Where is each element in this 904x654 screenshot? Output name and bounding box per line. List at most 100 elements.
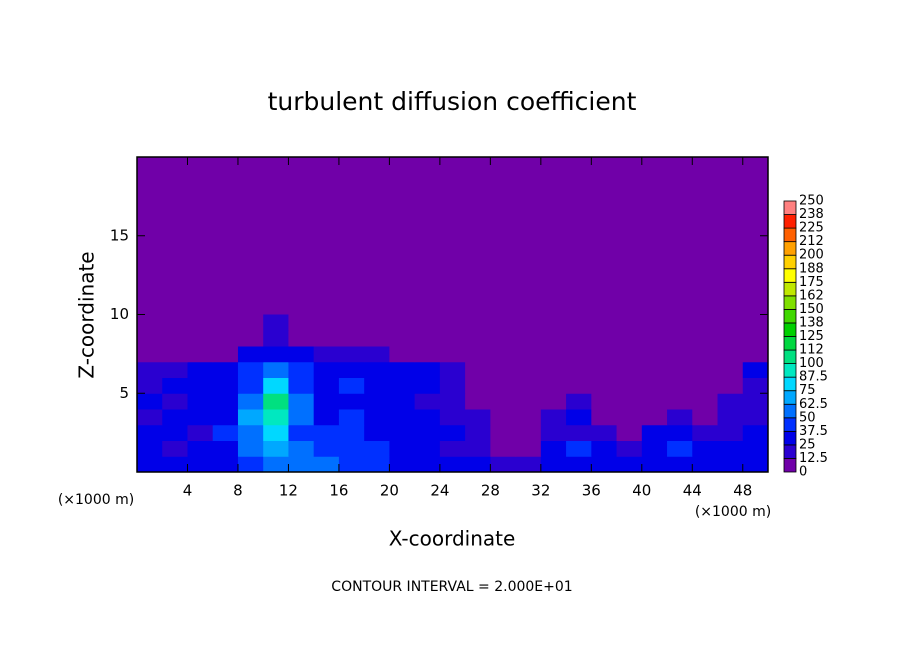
heatmap-cell [667, 424, 693, 441]
heatmap-cell [616, 456, 643, 473]
heatmap-cell [566, 393, 592, 410]
colorbar-segment [783, 308, 797, 324]
heatmap-cell [364, 440, 390, 457]
heatmap-cell [338, 456, 365, 473]
chart-title: turbulent diffusion coefficient [268, 87, 637, 116]
heatmap-cell [439, 346, 466, 363]
heatmap-cell [439, 424, 466, 441]
heatmap-cell [540, 440, 567, 457]
heatmap-cell [414, 456, 441, 473]
heatmap-cell [137, 314, 163, 331]
heatmap-cell [616, 377, 643, 394]
colorbar-label: 138 [799, 315, 824, 330]
heatmap-cell [414, 314, 441, 331]
x-tick-label: 8 [233, 482, 243, 500]
heatmap-cell [465, 424, 491, 441]
heatmap-cell [591, 314, 618, 331]
colorbar-segment [783, 336, 797, 351]
heatmap-cell [591, 377, 618, 394]
heatmap-cell [591, 346, 618, 363]
x-unit-label: (×1000 m) [58, 492, 134, 508]
heatmap-cell [263, 314, 289, 331]
heatmap-cell [237, 361, 264, 378]
heatmap-cell [490, 361, 517, 378]
heatmap-cell [742, 330, 769, 347]
heatmap-cell [616, 440, 643, 457]
heatmap-cell [742, 393, 769, 410]
heatmap-cell [263, 346, 289, 363]
heatmap-cell [515, 409, 542, 426]
heatmap-cell [742, 409, 769, 426]
heatmap-cell [137, 361, 163, 378]
heatmap-cell [237, 346, 264, 363]
footer-note: CONTOUR INTERVAL = 2.000E+01 [331, 579, 572, 595]
heatmap-cell [717, 346, 744, 363]
heatmap-cell [389, 377, 416, 394]
colorbar-label: 188 [799, 261, 824, 276]
heatmap-cell [263, 361, 289, 378]
heatmap-cell [364, 393, 390, 410]
heatmap-cell [187, 330, 214, 347]
heatmap-cell [187, 393, 214, 410]
colorbar-label: 50 [799, 410, 816, 425]
heatmap-cell [187, 424, 214, 441]
heatmap-cell [742, 377, 769, 394]
colorbar-segment [783, 281, 797, 297]
heatmap-cell [465, 314, 491, 331]
heatmap-cell [439, 393, 466, 410]
heatmap-cell [338, 409, 365, 426]
heatmap-cell [212, 393, 239, 410]
heatmap-cell [667, 361, 693, 378]
heatmap-cell [591, 440, 618, 457]
heatmap-cell [465, 393, 491, 410]
heatmap-cell [237, 314, 264, 331]
heatmap-cell [288, 330, 315, 347]
heatmap-cell [288, 393, 315, 410]
heatmap-cell [288, 409, 315, 426]
heatmap-cell [389, 440, 416, 457]
heatmap-cell [389, 346, 416, 363]
heatmap-cell [313, 346, 340, 363]
colorbar-segment [783, 227, 797, 243]
heatmap-cell [641, 424, 668, 441]
heatmap-cell [465, 456, 491, 473]
heatmap-cell [465, 330, 491, 347]
heatmap-cell [162, 314, 188, 331]
heatmap-cell [389, 361, 416, 378]
heatmap-cell [263, 409, 289, 426]
heatmap-cell [187, 409, 214, 426]
heatmap-cell [137, 393, 163, 410]
colorbar-label: 212 [799, 234, 824, 249]
heatmap-cell [515, 346, 542, 363]
heatmap-cell [717, 314, 744, 331]
heatmap-cell [263, 377, 289, 394]
heatmap-cell [616, 424, 643, 441]
heatmap-cell [692, 456, 719, 473]
heatmap-cell [616, 393, 643, 410]
x-tick-label: 32 [531, 482, 550, 500]
heatmap-cell [540, 424, 567, 441]
heatmap-cell [717, 361, 744, 378]
x-tick-label: 44 [683, 482, 702, 500]
heatmap-cell [288, 456, 315, 473]
colorbar-segment [783, 200, 797, 215]
heatmap-cell [338, 361, 365, 378]
heatmap-cell [137, 377, 163, 394]
heatmap-cell [616, 346, 643, 363]
heatmap-cell [364, 330, 390, 347]
colorbar-label: 100 [799, 356, 824, 371]
heatmap-cell [667, 346, 693, 363]
x-tick-label: 12 [279, 482, 298, 500]
colorbar-segment [783, 444, 797, 459]
heatmap-cell [717, 409, 744, 426]
heatmap-cell [212, 346, 239, 363]
heatmap-cell [566, 456, 592, 473]
heatmap-cell [212, 377, 239, 394]
heatmap-cell [389, 424, 416, 441]
heatmap-cell [187, 440, 214, 457]
heatmap-cell [515, 314, 542, 331]
heatmap-cell [515, 393, 542, 410]
x-tick-label: 4 [183, 482, 193, 500]
heatmap-cell [414, 346, 441, 363]
